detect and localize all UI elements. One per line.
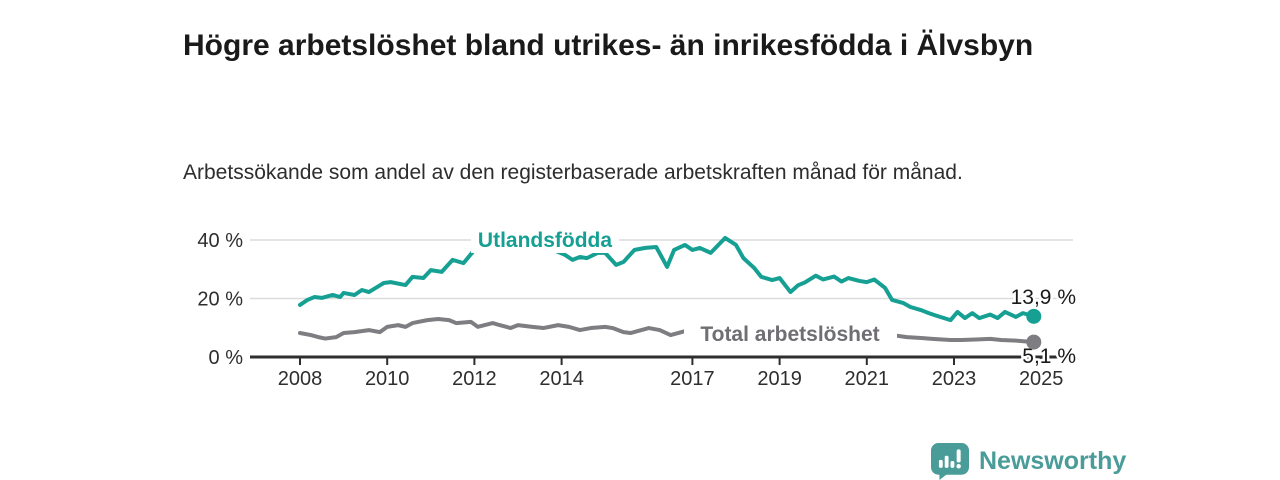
x-tick-label: 2017 (670, 368, 715, 390)
end-dot-utlandsfodda (1026, 308, 1042, 324)
x-tick-label: 2010 (365, 368, 410, 390)
x-tick-label: 2021 (845, 368, 890, 390)
page-title: Högre arbetslöshet bland utrikes- än inr… (183, 29, 1034, 63)
series-label-total-mask (684, 320, 897, 347)
series-line-utlandsfodda (298, 235, 1036, 323)
x-tick-label: 2019 (757, 368, 802, 390)
end-value-label-utlandsfodda: 13,9 % (1011, 286, 1076, 309)
newsworthy-logo[interactable]: Newsworthy (931, 443, 1126, 480)
brand-name: Newsworthy (979, 447, 1127, 475)
x-tick-label: 2025 (1019, 368, 1064, 390)
series-label-utlandsfodda-mask (471, 226, 619, 253)
y-tick-label: 0 % (209, 347, 244, 369)
series-line-total (298, 316, 1036, 345)
series-label-total: Total arbetslöshet (700, 323, 879, 346)
x-tick-label: 2012 (452, 368, 497, 390)
x-tick-label: 2023 (932, 368, 977, 390)
bar-chart-speech-bubble-icon (931, 443, 969, 480)
chart-subtitle: Arbetssökande som andel av den registerb… (183, 161, 963, 184)
end-dot-total (1026, 334, 1042, 350)
y-tick-label: 40 % (197, 230, 243, 252)
x-tick-label: 2014 (539, 368, 584, 390)
y-tick-label: 20 % (197, 289, 243, 311)
series-label-utlandsfodda: Utlandsfödda (478, 229, 612, 252)
x-tick-label: 2008 (278, 368, 323, 390)
